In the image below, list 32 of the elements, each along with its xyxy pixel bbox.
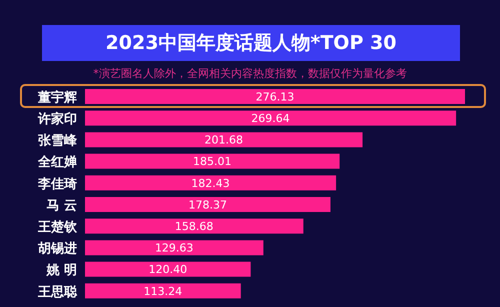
data-label: 129.63 <box>154 242 194 255</box>
bar <box>85 197 330 212</box>
bar <box>85 154 340 169</box>
data-label: 269.64 <box>251 112 290 126</box>
y-tick-label: 王思聪 <box>37 284 78 300</box>
y-tick-label: 姚 明 <box>45 263 77 278</box>
data-label: 185.01 <box>193 155 232 168</box>
y-tick-label: 许家印 <box>37 111 77 128</box>
bar <box>85 89 465 104</box>
data-label: 113.24 <box>144 284 182 298</box>
data-label: 158.68 <box>174 220 214 234</box>
chart-subtitle: *演艺圈名人除外，全网相关内容热度指数，数据仅作为量化参考 <box>92 66 408 81</box>
y-tick-label: 董宇辉 <box>37 89 77 106</box>
data-label: 178.37 <box>188 198 227 212</box>
bar <box>85 240 264 256</box>
bar <box>85 175 336 190</box>
y-tick-label: 马 云 <box>46 198 77 214</box>
bar <box>85 262 251 277</box>
y-tick-label: 张雪峰 <box>38 134 78 149</box>
y-tick-label: 王楚钦 <box>37 220 78 236</box>
data-label: 276.13 <box>256 90 294 104</box>
bar <box>85 283 241 298</box>
data-label: 120.40 <box>148 263 188 276</box>
y-tick-label: 胡锡进 <box>37 242 77 257</box>
data-label: 201.68 <box>204 134 244 147</box>
data-label: 182.43 <box>191 176 230 190</box>
bar <box>85 132 363 148</box>
y-tick-label: 全红婵 <box>37 155 77 170</box>
chart-title: 2023中国年度话题人物*TOP 30 <box>42 25 460 61</box>
bar <box>85 110 456 126</box>
bar <box>85 218 304 234</box>
y-tick-label: 李佳琦 <box>37 176 77 192</box>
